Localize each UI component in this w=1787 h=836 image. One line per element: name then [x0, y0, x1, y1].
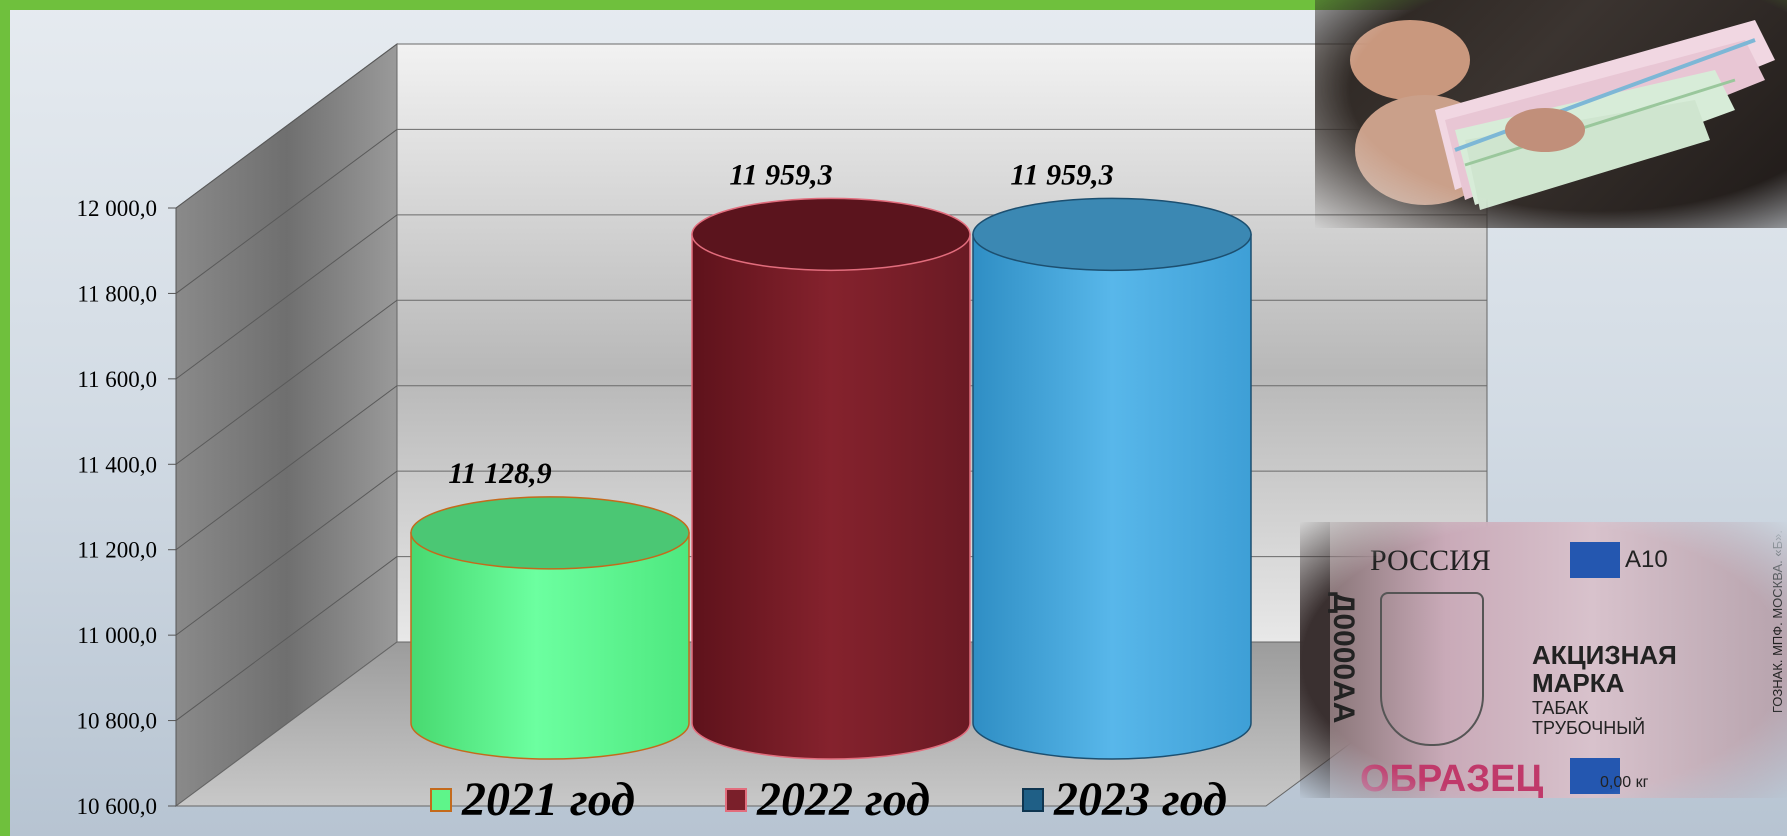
legend-label-2023: 2023 год — [1054, 773, 1227, 826]
bar-2021-год — [410, 496, 690, 760]
banknotes-photo — [1315, 0, 1787, 228]
gridline-side — [175, 214, 398, 380]
gridline-side — [175, 385, 398, 551]
gridline-side — [175, 43, 398, 209]
stamp-title-2: МАРКА — [1532, 668, 1625, 698]
banknotes-fan-icon — [1350, 20, 1775, 210]
stamp-code: А10 — [1625, 546, 1668, 573]
gridline-side — [175, 470, 398, 636]
y-tick-label: 11 200,0 — [77, 538, 157, 563]
y-axis: 10 600,0 10 800,0 11 000,0 11 200,0 11 400,0… — [77, 196, 177, 819]
coat-of-arms-icon — [1380, 592, 1484, 746]
stamp-serial: Д0000АА — [1327, 592, 1360, 724]
bar-top — [972, 197, 1252, 272]
stamp-sample: ОБРАЗЕЦ — [1360, 758, 1544, 798]
bar-2022-год — [691, 197, 971, 760]
stamp-blue-mark-bottom — [1570, 758, 1620, 794]
y-tick-label: 11 000,0 — [77, 623, 157, 648]
y-tick-label: 11 600,0 — [77, 367, 157, 392]
stamp-edge — [1300, 522, 1330, 798]
stamp-printer: ГОЗНАК. МПФ. МОСКВА. «Б». — [1770, 530, 1785, 714]
bar-2023-год — [972, 197, 1252, 760]
legend-label-2021: 2021 год — [462, 773, 635, 826]
stamp-sub-2: ТРУБОЧНЫЙ — [1532, 718, 1646, 738]
stamp-blue-mark — [1570, 542, 1620, 578]
bar-top — [691, 197, 971, 272]
legend-swatch-2021 — [430, 788, 452, 812]
gridline-side — [175, 299, 398, 465]
y-tick-label: 10 600,0 — [77, 794, 158, 819]
stamp-sub-1: ТАБАК — [1532, 698, 1589, 718]
y-tick-label: 11 400,0 — [77, 452, 157, 477]
gridline-side — [175, 556, 398, 721]
data-label-1: 11 959,3 — [729, 158, 832, 191]
legend-swatch-2023 — [1022, 788, 1044, 812]
legend-item-2021: 2021 год — [430, 770, 635, 830]
y-tick-label: 11 800,0 — [77, 281, 157, 306]
bar-top — [410, 496, 690, 570]
gridline-side — [175, 129, 398, 294]
y-tick-label: 10 800,0 — [77, 709, 158, 734]
stamp-title-1: АКЦИЗНАЯ — [1532, 640, 1677, 670]
y-tick-label: 12 000,0 — [77, 196, 158, 221]
data-labels: 11 128,9 11 959,3 11 959,3 — [448, 158, 1113, 490]
bar-body — [410, 532, 690, 760]
excise-stamp-photo: РОССИЯ А10 Д0000АА АКЦИЗНАЯ МАРКА ТАБАК … — [1300, 522, 1787, 798]
legend: 2021 год 2022 год 2023 год — [0, 770, 1787, 836]
bars — [410, 197, 1252, 760]
data-label-0: 11 128,9 — [448, 457, 551, 490]
legend-item-2022: 2022 год — [725, 770, 930, 830]
legend-swatch-2022 — [725, 788, 747, 812]
stamp-weight: 0,00 кг — [1600, 774, 1649, 791]
bar-body — [972, 233, 1252, 760]
stamp-country: РОССИЯ — [1370, 544, 1491, 577]
legend-item-2023: 2023 год — [1022, 770, 1227, 830]
legend-label-2022: 2022 год — [757, 773, 930, 826]
data-label-2: 11 959,3 — [1010, 158, 1113, 191]
bar-body — [691, 233, 971, 760]
